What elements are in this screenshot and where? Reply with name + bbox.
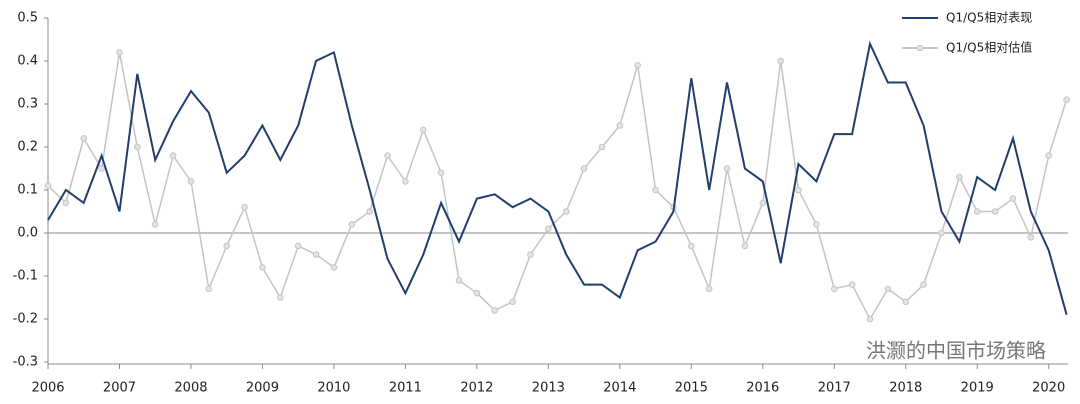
point [80,135,88,142]
point [402,178,409,185]
point [813,221,820,228]
point [437,169,445,177]
point [1009,195,1017,202]
watermark: 洪灏的中国市场策略 [866,339,1046,363]
point [652,186,659,194]
point [384,152,391,159]
point [884,285,892,293]
point [777,57,784,65]
x-tick-label: 2006 [31,381,64,396]
x-tick-label: 2010 [317,381,350,396]
point [616,122,624,129]
point [991,208,999,215]
point [920,281,927,288]
point [741,242,749,250]
x-tick-label: 2011 [389,381,422,396]
y-tick-label: 0.3 [17,97,38,112]
point [169,152,177,159]
point [866,315,874,323]
y-tick-label: 0.2 [17,140,38,155]
point [187,178,195,185]
y-tick-label: -0.2 [13,312,38,327]
point [62,199,70,207]
point [848,281,856,288]
point [348,221,356,228]
point [598,143,606,151]
x-tick-label: 2019 [961,381,994,396]
y-tick-label: 0.1 [17,183,38,198]
y-tick-label: -0.3 [13,355,38,370]
point [277,294,284,301]
y-tick-label: -0.1 [13,269,38,284]
point [723,165,731,172]
point [44,182,52,189]
point [509,298,516,306]
x-tick-label: 2015 [675,381,708,396]
point [223,242,230,250]
point [1027,234,1035,241]
point [1063,96,1070,103]
legend-label: Q1/Q5相对表现 [946,11,1032,25]
point [634,62,641,69]
point [956,173,963,181]
point [151,221,159,228]
y-tick-label: 0.4 [17,54,38,69]
y-tick-label: 0.0 [17,226,38,241]
point [938,229,945,237]
series-line [47,52,1068,321]
point [973,208,981,215]
x-tick-label: 2020 [1032,381,1065,396]
legend-marker [916,44,924,52]
point [312,251,320,258]
point [527,251,534,258]
point [241,203,248,211]
point [98,165,105,172]
point [294,242,302,250]
point [330,264,338,271]
y-tick-label: 0.5 [17,11,38,26]
x-tick-label: 2008 [174,381,207,396]
point [705,285,713,293]
x-tick-label: 2007 [103,381,136,396]
x-tick-label: 2009 [246,381,279,396]
point [1045,152,1053,159]
point [419,126,427,134]
point [902,298,910,306]
point [116,49,123,56]
point [562,208,570,215]
x-tick-label: 2017 [818,381,851,396]
x-tick-label: 2016 [746,381,779,396]
point [473,289,481,297]
x-tick-label: 2018 [889,381,922,396]
legend-label: Q1/Q5相对估值 [946,40,1032,55]
point [259,264,266,271]
point [205,285,213,293]
point [545,225,552,232]
point [455,277,463,284]
x-tick-label: 2012 [460,381,493,396]
x-tick-label: 2014 [603,381,636,396]
series-line [47,40,1068,315]
point [795,186,802,194]
point [366,208,373,215]
point [580,165,588,172]
point [759,199,767,207]
point [134,143,141,151]
point [688,242,695,250]
point [830,285,838,293]
x-tick-label: 2013 [532,381,565,396]
point [491,307,499,314]
